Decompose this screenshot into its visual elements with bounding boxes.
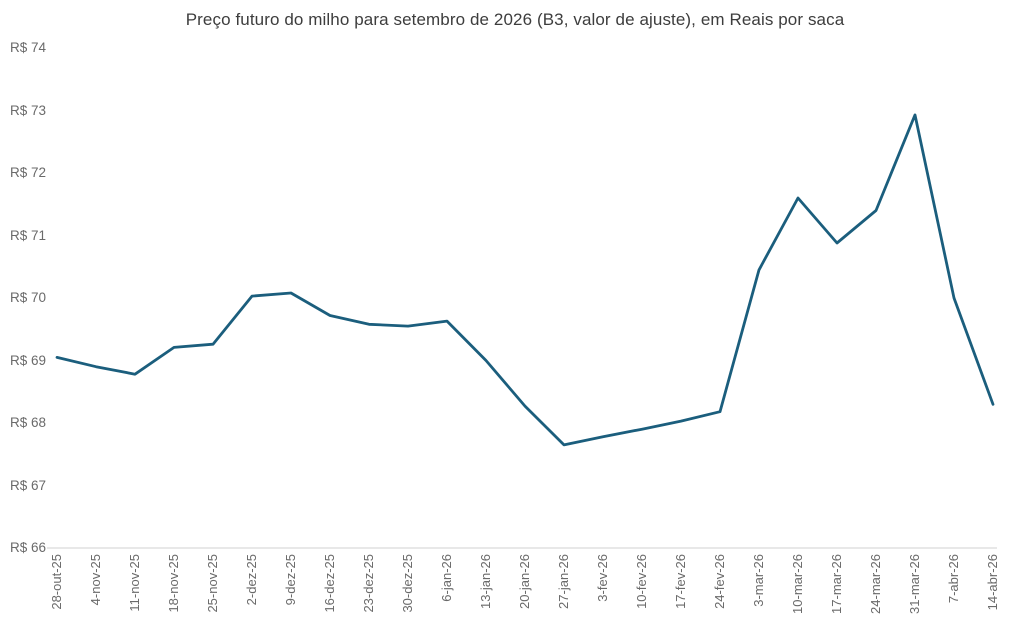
y-tick-label: R$ 73 (10, 102, 47, 118)
x-tick-label: 17-mar-26 (829, 554, 844, 614)
y-tick-label: R$ 72 (10, 165, 47, 180)
x-tick-label: 6-jan-26 (439, 554, 454, 602)
x-tick-label: 24-mar-26 (868, 554, 883, 614)
x-tick-label: 3-fev-26 (595, 554, 610, 602)
x-tick-label: 18-nov-25 (166, 554, 181, 613)
y-tick-label: R$ 67 (10, 477, 47, 493)
y-tick-label: R$ 71 (10, 227, 47, 243)
x-tick-label: 30-dez-25 (400, 554, 415, 613)
x-tick-label: 11-nov-25 (127, 554, 142, 612)
x-tick-label: 20-jan-26 (517, 554, 532, 609)
y-tick-label: R$ 69 (10, 352, 47, 368)
x-tick-label: 10-fev-26 (634, 554, 649, 609)
x-tick-label: 13-jan-26 (478, 554, 493, 609)
x-tick-label: 17-fev-26 (673, 554, 688, 609)
y-tick-label: R$ 74 (10, 40, 47, 55)
x-tick-label: 24-fev-26 (712, 554, 727, 609)
y-tick-label: R$ 66 (10, 540, 47, 555)
x-tick-label: 3-mar-26 (751, 554, 766, 607)
y-tick-label: R$ 70 (10, 290, 47, 305)
x-tick-label: 10-mar-26 (790, 554, 805, 614)
x-tick-label: 27-jan-26 (556, 554, 571, 609)
x-tick-label: 16-dez-25 (322, 554, 337, 613)
x-tick-label: 2-dez-25 (244, 554, 259, 606)
price-line-series (55, 113, 995, 447)
x-tick-label: 4-nov-25 (88, 554, 103, 606)
y-tick-label: R$ 68 (10, 415, 47, 430)
x-tick-label: 25-nov-25 (205, 554, 220, 613)
x-tick-label: 31-mar-26 (907, 554, 922, 614)
x-tick-label: 14-abr-26 (985, 554, 1000, 611)
x-tick-label: 9-dez-25 (283, 554, 298, 606)
x-tick-label: 28-out-25 (49, 554, 64, 610)
x-tick-label: 7-abr-26 (946, 554, 961, 604)
chart-title: Preço futuro do milho para setembro de 2… (185, 10, 845, 29)
x-tick-label: 23-dez-25 (361, 554, 376, 613)
